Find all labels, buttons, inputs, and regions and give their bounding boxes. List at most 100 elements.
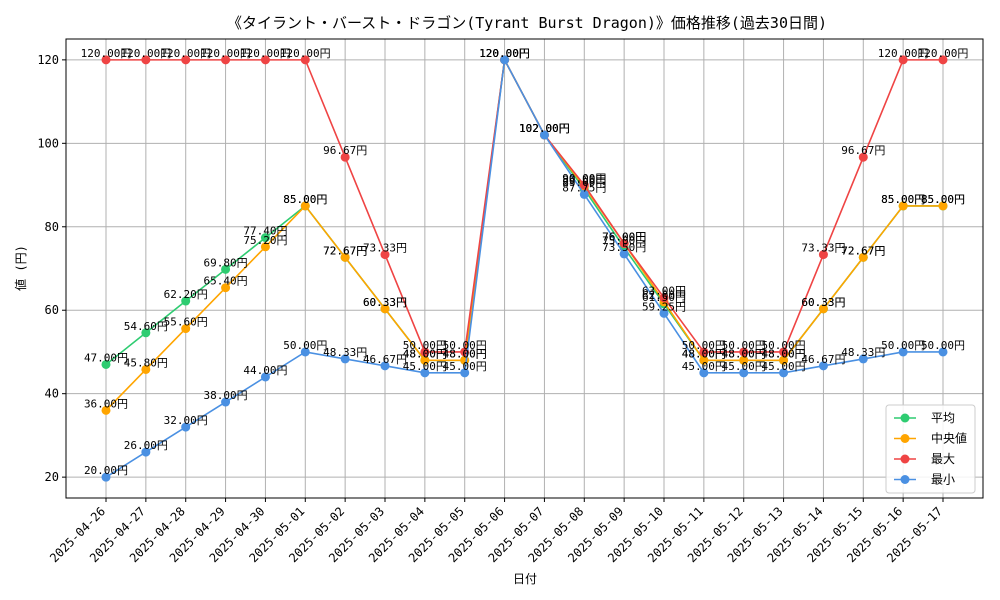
data-point [101,359,111,369]
data-label: 85.00円 [881,193,925,206]
data-label: 89.60円 [562,174,606,187]
plot-area-border [65,38,984,499]
data-label: 50.00円 [722,339,766,352]
data-point [420,355,430,365]
data-point [181,422,191,432]
data-point [619,238,629,248]
data-label: 48.00円 [682,347,726,360]
legend-entry: 中央値 [931,431,967,446]
data-point [181,55,191,65]
data-point [221,264,231,274]
data-label: 44.00円 [243,364,287,377]
data-label: 38.00円 [204,389,248,402]
data-point [898,201,908,211]
legend-entry: 最小 [931,473,955,487]
data-label: 72.67円 [323,244,367,257]
data-point [779,347,789,357]
data-label: 48.00円 [722,347,766,360]
legend-swatch-marker [900,454,910,464]
data-label: 46.67円 [801,353,845,366]
data-label: 120.00円 [81,47,132,60]
series-layer [101,55,948,482]
data-label: 54.60円 [124,320,168,333]
data-label: 69.80円 [204,256,248,269]
data-point [141,328,151,338]
y-tick-label: 100 [37,136,59,150]
data-point [818,304,828,314]
data-label: 48.00円 [722,347,766,360]
data-point [858,354,868,364]
data-point [101,55,111,65]
data-point [420,347,430,357]
legend-swatch-marker [900,413,910,423]
data-point [898,347,908,357]
data-label: 50.00円 [283,339,327,352]
data-label: 85.00円 [283,193,327,206]
data-point [779,355,789,365]
data-label: 60.33円 [801,296,845,309]
data-point [221,397,231,407]
data-label: 120.00円 [479,47,530,60]
data-label: 48.00円 [443,347,487,360]
data-point [141,55,151,65]
data-point [739,355,749,365]
data-point [260,372,270,382]
data-label: 120.00円 [479,47,530,60]
data-label: 45.00円 [722,360,766,373]
data-label: 75.20円 [243,234,287,247]
data-label: 60.33円 [801,296,845,309]
data-label: 96.67円 [323,144,367,157]
data-label: 45.00円 [682,360,726,373]
y-axis-label: 値 (円) [13,245,28,291]
data-label: 48.00円 [762,347,806,360]
data-point [101,472,111,482]
data-point [460,368,470,378]
data-point [420,368,430,378]
data-point [818,250,828,260]
series-3 [101,55,948,482]
data-label: 50.00円 [443,339,487,352]
data-label: 20.00円 [84,464,128,477]
data-label: 48.33円 [841,346,885,359]
data-label: 72.67円 [841,244,885,257]
data-point [739,368,749,378]
data-point [221,55,231,65]
data-label: 45.80円 [124,356,168,369]
y-tick-label: 80 [45,220,59,234]
data-label: 120.00円 [918,47,969,60]
data-point [300,347,310,357]
data-point [380,304,390,314]
data-label: 45.00円 [443,360,487,373]
chart-title: 《タイラント・バースト・ドラゴン(Tyrant Burst Dragon)》価格… [227,14,827,32]
data-point [779,368,789,378]
x-axis-label: 日付 [513,572,537,586]
data-label: 32.00円 [164,414,208,427]
data-label: 50.00円 [921,339,965,352]
data-label: 120.00円 [280,47,331,60]
data-point [260,55,270,65]
data-label: 120.00円 [200,47,251,60]
data-label: 85.00円 [881,193,925,206]
data-label: 72.67円 [841,244,885,257]
data-label: 61.50円 [642,291,686,304]
data-point [260,233,270,243]
legend-box [885,404,976,494]
data-point [619,249,629,259]
data-point [340,252,350,262]
data-label: 72.67円 [323,244,367,257]
data-label: 45.00円 [403,360,447,373]
legend-swatch-marker [900,434,910,443]
data-label: 48.00円 [762,347,806,360]
data-label: 120.00円 [120,47,171,60]
data-point [938,347,948,357]
data-label: 63.00円 [642,285,686,298]
data-point [300,201,310,211]
data-point [340,152,350,162]
data-point [539,130,549,140]
data-point [340,354,350,364]
data-point [818,361,828,371]
data-label: 50.00円 [682,339,726,352]
data-label: 62.20円 [164,288,208,301]
